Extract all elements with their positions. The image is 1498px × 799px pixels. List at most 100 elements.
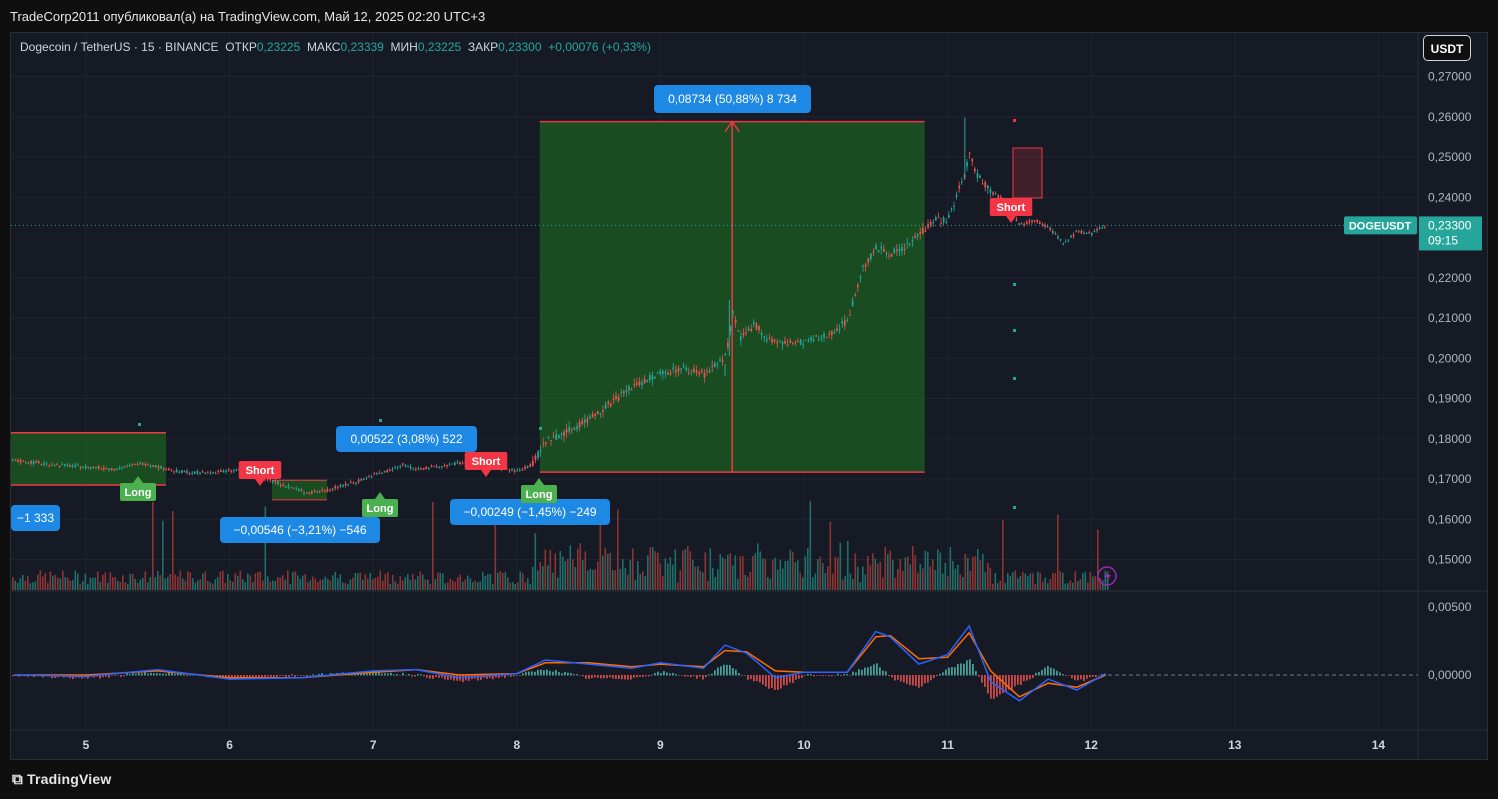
- candle-body: [448, 464, 451, 466]
- candle-body: [802, 344, 805, 346]
- macd-histogram-bar: [819, 675, 821, 676]
- macd-histogram-bar: [129, 674, 131, 676]
- volume-bar: [724, 559, 727, 590]
- macd-histogram-bar: [663, 671, 665, 676]
- tradingview-logo[interactable]: ⧉ TradingView: [12, 771, 111, 788]
- volume-bar: [622, 559, 624, 590]
- macd-histogram-bar: [948, 667, 950, 676]
- volume-bar: [69, 580, 72, 590]
- candle-body: [74, 464, 77, 467]
- candle-body: [953, 205, 955, 207]
- macd-histogram-bar: [162, 673, 164, 676]
- candle-body: [591, 414, 594, 418]
- volume-bar: [1089, 572, 1092, 590]
- macd-histogram-bar: [927, 675, 929, 683]
- candle-body: [799, 339, 802, 345]
- candle-body: [207, 471, 209, 473]
- volume-bar: [989, 567, 992, 590]
- volume-bar: [1057, 514, 1059, 590]
- macd-histogram-bar: [858, 669, 860, 676]
- volume-bar: [427, 579, 429, 590]
- symbol-title: Dogecoin / TetherUS · 15 · BINANCE: [20, 40, 219, 54]
- volume-bar: [242, 579, 244, 590]
- macd-histogram-bar: [891, 675, 893, 678]
- volume-bar: [449, 578, 452, 590]
- volume-bar: [347, 583, 349, 590]
- macd-histogram-bar: [909, 675, 911, 686]
- candle-body: [300, 489, 303, 491]
- candle-body: [274, 481, 277, 483]
- candle-body: [45, 463, 48, 465]
- macd-histogram-bar: [798, 675, 800, 679]
- candle-body: [818, 338, 820, 340]
- candle-body: [695, 370, 698, 373]
- volume-bar: [914, 555, 917, 590]
- macd-histogram-bar: [672, 672, 674, 676]
- volume-bar: [782, 568, 784, 590]
- volume-bar: [179, 570, 182, 590]
- macd-histogram-bar: [1044, 667, 1046, 676]
- volume-bar: [764, 559, 767, 590]
- macd-histogram-bar: [294, 675, 296, 677]
- volume-bar: [1014, 570, 1017, 590]
- candle-body: [422, 468, 425, 470]
- candle-body: [100, 468, 103, 470]
- candle-body: [378, 472, 381, 474]
- macd-histogram-bar: [828, 675, 830, 676]
- volume-bar: [267, 576, 269, 590]
- volume-bar: [289, 583, 292, 590]
- volume-bar: [1037, 571, 1039, 590]
- volume-bar: [99, 581, 102, 590]
- volume-bar: [992, 583, 994, 590]
- candle-body: [1104, 227, 1106, 229]
- macd-histogram-bar: [804, 675, 806, 676]
- macd-histogram-bar: [702, 675, 704, 680]
- candle-body: [654, 376, 656, 379]
- candle-body: [909, 243, 911, 245]
- volume-bar: [504, 572, 507, 590]
- volume-bar: [777, 569, 779, 590]
- macd-histogram-bar: [132, 672, 134, 676]
- volume-bar: [894, 577, 897, 590]
- candle-body: [225, 470, 227, 472]
- candle-body: [95, 467, 97, 469]
- volume-bar: [254, 573, 257, 590]
- candle-body: [836, 328, 838, 331]
- volume-bar: [1032, 573, 1034, 590]
- volume-bar: [54, 574, 57, 590]
- candle-body: [532, 460, 534, 466]
- macd-histogram-bar: [735, 669, 737, 676]
- volume-bar: [409, 579, 412, 590]
- candle-body: [851, 300, 854, 307]
- macd-histogram-bar: [105, 675, 107, 677]
- signal-pointer: [534, 478, 544, 485]
- volume-bar: [484, 575, 487, 590]
- candle-body: [776, 342, 779, 344]
- macd-histogram-bar: [255, 675, 257, 679]
- macd-histogram-bar: [657, 671, 659, 676]
- currency-button[interactable]: USDT: [1423, 35, 1471, 61]
- macd-histogram-bar: [519, 675, 521, 676]
- volume-bar: [439, 572, 442, 590]
- measure-label-left-box: [11, 505, 60, 531]
- macd-histogram-bar: [648, 675, 650, 677]
- macd-histogram-bar: [879, 667, 881, 676]
- volume-bar: [1107, 571, 1109, 590]
- volume-bar: [417, 575, 419, 590]
- macd-histogram-bar: [114, 674, 116, 676]
- volume-bar: [834, 556, 837, 590]
- volume-bar: [257, 571, 259, 590]
- macd-histogram-bar: [186, 675, 188, 676]
- macd-histogram-bar: [873, 664, 875, 676]
- volume-bar: [679, 570, 682, 590]
- candle-body: [22, 460, 25, 462]
- candle-body: [698, 372, 701, 375]
- macd-histogram-bar: [1041, 669, 1043, 676]
- volume-bar: [1009, 575, 1012, 590]
- volume-bar: [869, 565, 872, 590]
- macd-histogram-bar: [957, 664, 959, 676]
- volume-bar: [974, 556, 977, 590]
- candle-body: [1049, 227, 1052, 230]
- publish-header: TradeCorp2011 опубликовал(а) на TradingV…: [0, 0, 1498, 32]
